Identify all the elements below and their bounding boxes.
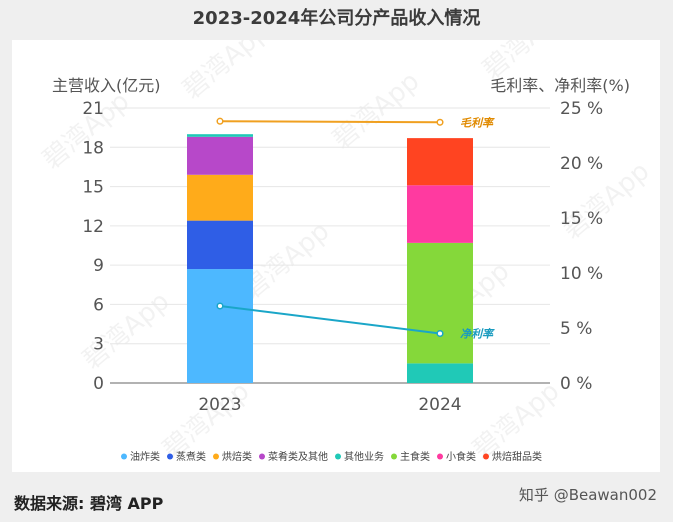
y2-tick-label: 15 % [560,209,603,229]
series-line-label: 毛利率 [460,116,495,129]
series-point [216,117,224,125]
y-axis-label: 主营收入(亿元) [52,76,161,95]
bar-segment [187,134,253,137]
author-credit: 知乎 @Beawan002 [518,486,657,504]
bar-segment [407,185,473,243]
y2-axis-label: 毛利率、净利率(%) [490,76,630,95]
chart-title: 2023-2024年公司分产品收入情况 [192,8,481,29]
chart-svg: 碧湾App碧湾App碧湾App碧湾App碧湾App碧湾App碧湾App碧湾App… [37,40,655,465]
bar-segment [187,174,253,221]
legend-swatch [213,453,219,460]
x-tick-label: 2023 [198,395,241,415]
legend-label: 其他业务 [344,450,384,463]
watermark: 碧湾App [177,40,275,105]
y2-tick-label: 10 % [560,264,603,284]
y-tick-label: 12 [82,217,104,237]
y-tick-label: 18 [82,138,104,158]
legend-label: 小食类 [446,450,476,463]
legend-label: 油炸类 [130,450,160,463]
watermark: 碧湾App [77,286,175,375]
y2-tick-label: 5 % [560,319,592,339]
x-tick-label: 2024 [418,395,461,415]
series-point [436,118,444,126]
legend-label: 蒸煮类 [176,450,206,463]
series-point [216,302,224,310]
y2-tick-label: 0 % [560,374,592,394]
y2-tick-label: 20 % [560,154,603,174]
bar-segment [187,220,253,270]
y-tick-label: 6 [93,295,104,315]
legend-swatch [121,453,127,460]
legend-label: 主食类 [400,450,430,463]
legend-label: 烘焙甜品类 [492,450,542,463]
y-tick-label: 9 [93,256,104,276]
series-line [219,120,441,124]
legend-swatch [259,453,265,460]
bar-segment [187,136,253,175]
y2-tick-label: 25 % [560,99,603,119]
y-tick-label: 0 [93,374,104,394]
y-tick-label: 3 [93,335,104,355]
y-tick-label: 21 [82,99,104,119]
chart-panel: 碧湾App 碧湾App 碧湾App 碧湾App 碧湾App 碧湾App 碧湾App 碧湾App… [12,40,660,472]
legend-swatch [437,453,443,460]
bar-segment [407,138,473,186]
legend-swatch [391,453,397,460]
series-line-label: 净利率 [460,328,495,341]
legend-swatch [483,453,489,460]
bar-segment [407,242,473,364]
series-line [219,305,441,335]
bar-segment [187,269,253,383]
legend-label: 烘焙类 [222,450,252,463]
data-source: 数据来源: 碧湾 APP [14,494,164,513]
bar-segment [407,363,473,383]
legend-label: 菜肴类及其他 [268,450,328,463]
series-point [436,329,444,338]
legend-swatch [167,453,173,460]
legend-swatch [335,453,341,460]
y-tick-label: 15 [82,178,104,198]
